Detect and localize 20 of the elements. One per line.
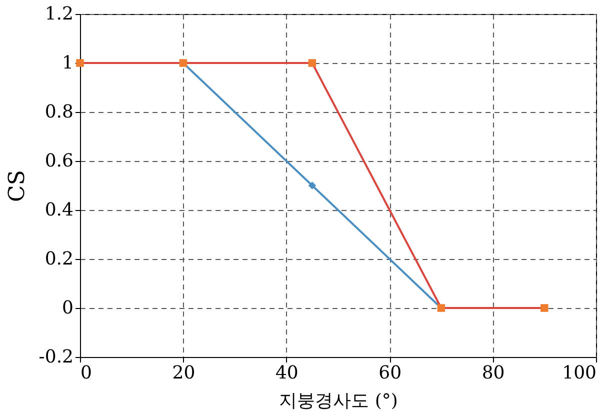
x-tick-label: 20 — [172, 362, 196, 384]
y-tick-label: 1.2 — [44, 4, 74, 24]
y-tick-label: 0.6 — [44, 150, 74, 172]
y-tick-label: 0.8 — [44, 102, 74, 122]
x-tick-label: 40 — [275, 362, 298, 384]
x-tick-label: 60 — [378, 362, 402, 384]
x-tick-label: 100 — [562, 362, 596, 384]
y-tick-label: 1 — [62, 52, 74, 74]
point — [308, 182, 316, 190]
y-tick-label: 0 — [62, 298, 74, 318]
y-tick-label: -0.2 — [38, 346, 74, 368]
x-tick-label: 0 — [80, 362, 92, 384]
x-tick-label: 80 — [482, 362, 505, 384]
point — [540, 304, 548, 312]
point — [308, 59, 316, 67]
y-tick-label: 0.2 — [44, 248, 74, 270]
point — [76, 59, 84, 67]
y-tick-label: 0.4 — [44, 200, 74, 220]
x-axis-title: 지붕경사도 (°) — [279, 390, 398, 412]
y-axis-title: CS — [4, 170, 30, 202]
